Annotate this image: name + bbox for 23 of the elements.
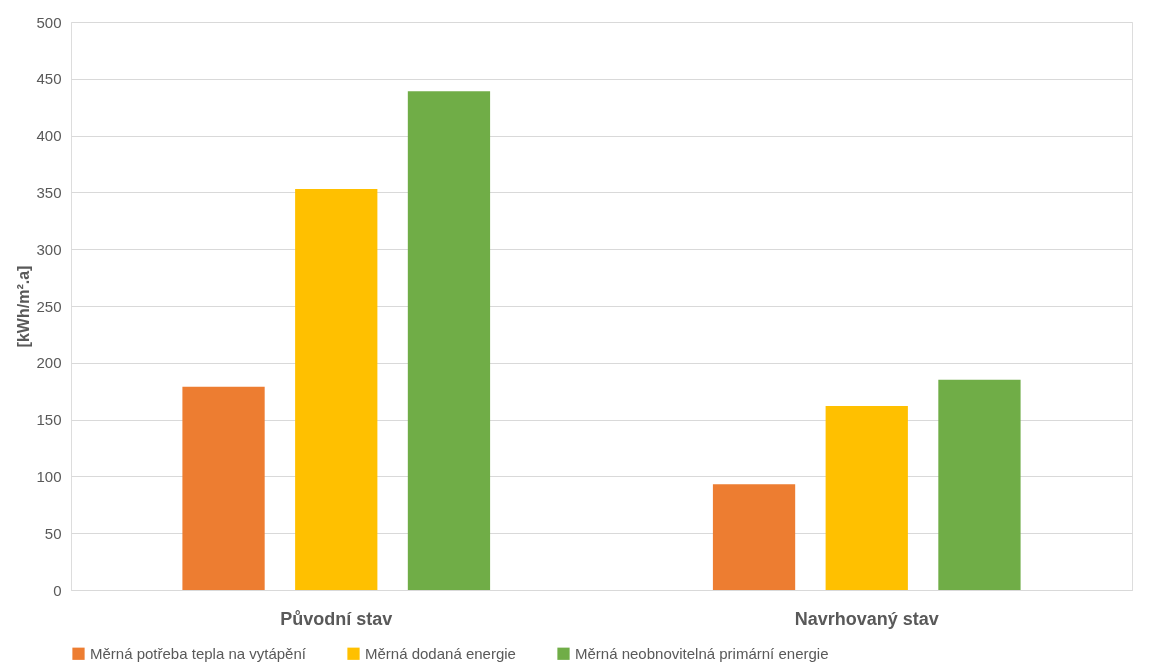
y-tick-label: 350 bbox=[36, 183, 62, 201]
y-tick-label: 500 bbox=[36, 13, 62, 31]
bar bbox=[938, 379, 1021, 590]
bar bbox=[182, 386, 265, 590]
y-tick-label: 150 bbox=[36, 411, 62, 429]
bar bbox=[407, 91, 491, 590]
legend-label: Měrná potřeba tepla na vytápění bbox=[90, 644, 307, 662]
y-tick-label: 400 bbox=[36, 127, 62, 145]
bar bbox=[712, 484, 796, 590]
x-tick-label: Navrhovaný stav bbox=[794, 608, 939, 629]
legend-label: Měrná dodaná energie bbox=[365, 644, 516, 662]
y-tick-label: 250 bbox=[36, 297, 62, 315]
y-tick-label: 0 bbox=[53, 581, 62, 599]
legend-label: Měrná neobnovitelná primární energie bbox=[575, 644, 829, 662]
bar bbox=[825, 405, 908, 590]
bar bbox=[295, 188, 378, 590]
y-tick-label: 200 bbox=[36, 354, 62, 372]
y-tick-label: 50 bbox=[44, 524, 62, 542]
y-tick-label: 100 bbox=[36, 467, 62, 485]
y-tick-label: 450 bbox=[36, 70, 62, 88]
y-tick-label: 300 bbox=[36, 240, 62, 258]
y-axis-title: [kWh/m².a] bbox=[15, 265, 33, 348]
x-tick-label: Původní stav bbox=[280, 608, 393, 629]
